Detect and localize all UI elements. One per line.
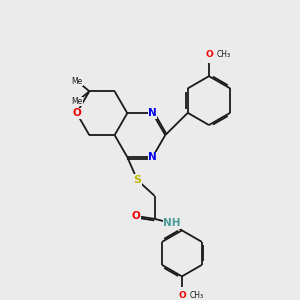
Text: CH₃: CH₃ [190,291,204,300]
Text: O: O [205,50,213,58]
Text: O: O [178,291,186,300]
Text: NH: NH [163,218,181,228]
Text: Me: Me [72,97,83,106]
Text: O: O [205,50,213,58]
Text: S: S [133,175,141,185]
Text: N: N [148,152,157,162]
Text: O: O [131,211,140,221]
Text: Me: Me [72,76,83,85]
Text: O: O [72,108,81,118]
Text: CH₃: CH₃ [217,50,231,58]
Text: N: N [148,108,157,118]
